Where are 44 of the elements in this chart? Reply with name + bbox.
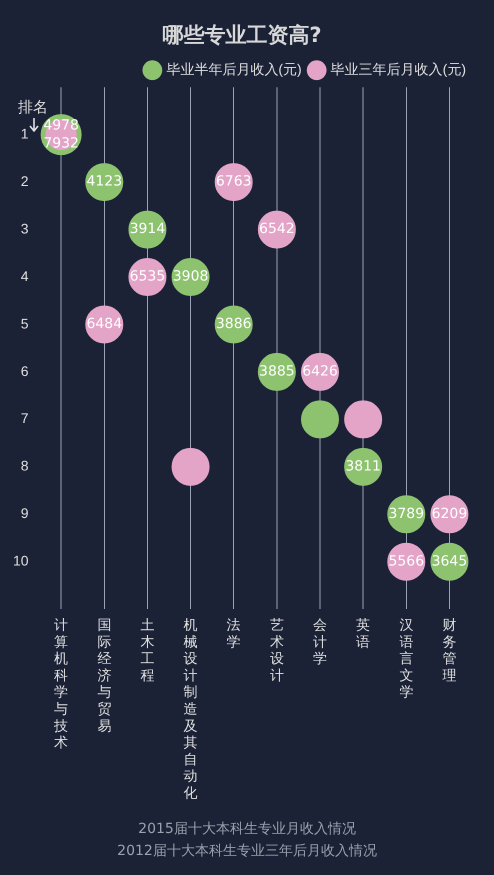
annotation: 6426 bbox=[302, 364, 338, 380]
x-tick-label: 计算机科学与技术 bbox=[53, 616, 68, 750]
annotation: 3908 bbox=[172, 268, 208, 285]
x-tick-label: 汉语言文学 bbox=[399, 616, 414, 700]
x-tick-label: 法学 bbox=[226, 616, 241, 650]
y-axis-title: 排名 bbox=[18, 98, 48, 117]
annotation: 6209 bbox=[432, 506, 468, 522]
y-tick-label: 3 bbox=[20, 220, 29, 236]
annotation: 6484 bbox=[86, 316, 122, 332]
y-tick-label: 8 bbox=[20, 458, 29, 474]
annotation: 3645 bbox=[432, 553, 468, 570]
annotation: 6535 bbox=[130, 268, 166, 285]
x-tick-label: 国际经济与贸易 bbox=[97, 616, 112, 734]
point bbox=[172, 448, 210, 486]
text: 2012届十大本科生专业三年后月收入情况 bbox=[116, 842, 378, 861]
annotation: 3886 bbox=[216, 316, 252, 332]
annotation: 3885 bbox=[259, 364, 295, 380]
annotation: 5566 bbox=[388, 553, 424, 570]
chart-title: 哪些专业工资高? bbox=[162, 23, 322, 48]
legend-label: 毕业三年后月收入(元) bbox=[330, 61, 466, 78]
annotation: 3789 bbox=[388, 506, 424, 522]
annotation: 4123 bbox=[86, 174, 122, 190]
legend-label: 毕业半年后月收入(元) bbox=[166, 61, 302, 78]
y-tick-label: 4 bbox=[20, 268, 29, 284]
point bbox=[344, 400, 382, 438]
x-tick-label: 财务管理 bbox=[442, 616, 456, 683]
x-tick-label: 会计学 bbox=[313, 616, 327, 666]
x-tick-label: 艺术设计 bbox=[270, 616, 284, 683]
y-tick-label: 9 bbox=[20, 505, 29, 522]
annotation: 6763 bbox=[216, 174, 252, 190]
y-tick-label: 2 bbox=[20, 172, 29, 189]
y-tick-label: 7 bbox=[20, 410, 29, 426]
y-tick-label: 6 bbox=[20, 362, 29, 379]
annotation: 3811 bbox=[345, 458, 381, 474]
text: 2015届十大本科生专业月收入情况 bbox=[137, 820, 357, 839]
x-tick-label: 土木工程 bbox=[140, 616, 154, 683]
y-tick-label: 1 bbox=[20, 126, 29, 142]
annotation: 3914 bbox=[130, 221, 166, 238]
y-tick-label: 10 bbox=[12, 552, 29, 569]
y-tick-label: 5 bbox=[20, 315, 29, 332]
annotation: 6542 bbox=[259, 221, 295, 238]
point bbox=[301, 400, 339, 438]
x-tick-label: 英语 bbox=[356, 616, 370, 650]
category-label: 机械设计制造及其自动化 bbox=[184, 616, 198, 800]
